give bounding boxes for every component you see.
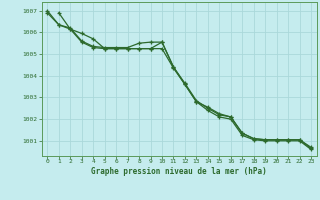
X-axis label: Graphe pression niveau de la mer (hPa): Graphe pression niveau de la mer (hPa) bbox=[91, 167, 267, 176]
